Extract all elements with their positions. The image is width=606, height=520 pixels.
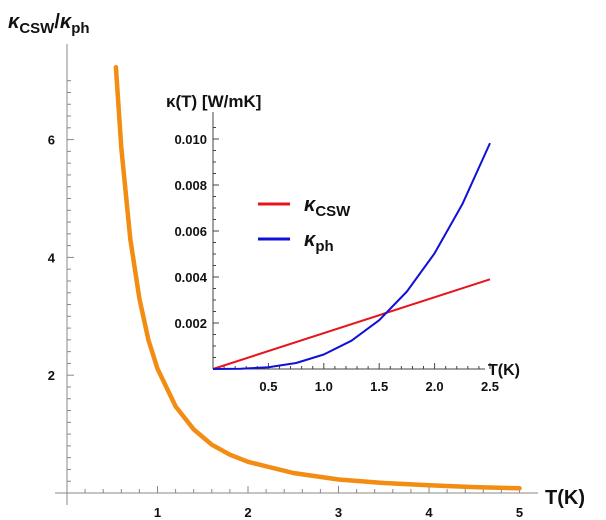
main-x-tick-label: 2 bbox=[244, 505, 251, 520]
legend-label: κph bbox=[304, 229, 334, 255]
inset-series-line-ph bbox=[212, 142, 491, 370]
inset-x-tick-label: 1.0 bbox=[315, 379, 333, 394]
legend-label: κCSW bbox=[304, 194, 351, 220]
inset-y-tick-label: 0.004 bbox=[174, 270, 207, 285]
main-x-tick-label: 1 bbox=[154, 505, 161, 520]
inset-x-axis-label: T(K) bbox=[488, 362, 520, 379]
inset-legend: κCSW κph bbox=[258, 194, 351, 255]
main-y-tick-label: 6 bbox=[48, 133, 55, 148]
inset-y-tick-label: 0.002 bbox=[174, 316, 207, 331]
main-x-tick-label: 4 bbox=[425, 505, 433, 520]
main-x-tick-label: 3 bbox=[335, 505, 342, 520]
main-series-line bbox=[113, 64, 522, 491]
inset-ticks: 0.5 1.0 1.5 2.0 2.5 0.002 0.004 0.006 0.008 0.010 bbox=[174, 127, 499, 394]
inset-x-tick-label: 1.5 bbox=[370, 379, 388, 394]
main-plot: 1 2 3 4 5 2 4 6 κCSW/κph T(K) bbox=[8, 11, 585, 520]
inset-y-tick-label: 0.010 bbox=[174, 132, 207, 147]
inset-x-tick-label: 2.5 bbox=[481, 379, 499, 394]
main-axes bbox=[55, 44, 538, 505]
inset-plot: 0.5 1.0 1.5 2.0 2.5 0.002 0.004 0.006 0.008 0.010… bbox=[166, 92, 520, 394]
inset-x-tick-label: 0.5 bbox=[259, 379, 277, 394]
main-y-tick-label: 4 bbox=[48, 250, 56, 265]
main-x-tick-label: 5 bbox=[516, 505, 523, 520]
inset-axes bbox=[212, 112, 485, 370]
inset-y-tick-label: 0.006 bbox=[174, 224, 207, 239]
inset-series-line-csw bbox=[212, 278, 491, 370]
main-y-axis-label: κCSW/κph bbox=[8, 11, 90, 37]
inset-x-tick-label: 2.0 bbox=[426, 379, 444, 394]
inset-series bbox=[212, 142, 491, 370]
main-series bbox=[113, 64, 522, 491]
main-y-tick-label: 2 bbox=[48, 368, 55, 383]
main-ticks: 1 2 3 4 5 2 4 6 bbox=[48, 80, 523, 520]
inset-title: κ(T) [W/mK] bbox=[166, 92, 261, 111]
inset-y-tick-label: 0.008 bbox=[174, 178, 207, 193]
main-x-axis-label: T(K) bbox=[545, 487, 585, 509]
